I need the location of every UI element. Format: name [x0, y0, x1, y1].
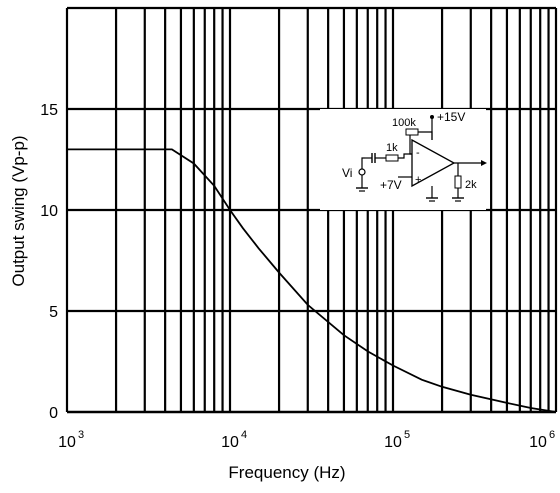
x-tick-label: 10 3 — [58, 429, 84, 451]
x-tick-exponent: 4 — [241, 429, 247, 441]
x-tick-exponent: 6 — [549, 429, 555, 441]
supply-label: +15V — [437, 110, 465, 124]
bias-label: +7V — [380, 178, 402, 192]
x-tick-base: 10 — [58, 434, 76, 451]
output-arrow — [481, 160, 487, 166]
y-tick-labels: 0 5 10 15 — [40, 102, 58, 422]
x-tick-base: 10 — [384, 434, 402, 451]
feedback-resistor-label: 100k — [392, 117, 416, 129]
x-tick-exponent: 5 — [404, 429, 410, 441]
x-tick-base: 10 — [221, 434, 239, 451]
x-tick-base: 10 — [529, 434, 547, 451]
series-layer — [67, 148, 557, 413]
input-source — [358, 168, 366, 176]
load-resistor — [454, 175, 462, 189]
x-tick-labels: 10 3 10 4 10 5 10 6 — [58, 429, 555, 451]
input-resistor — [385, 154, 399, 162]
y-tick-label: 15 — [40, 102, 58, 119]
x-tick-label: 10 6 — [529, 429, 555, 451]
input-wire — [361, 157, 365, 169]
y-tick-label: 5 — [49, 304, 58, 321]
opamp-inverting-label: - — [416, 147, 420, 159]
input-wire — [398, 153, 412, 159]
y-tick-label: 10 — [40, 203, 58, 220]
x-tick-label: 10 4 — [221, 429, 247, 451]
x-tick-exponent: 3 — [78, 429, 84, 441]
input-resistor-label: 1k — [386, 142, 398, 154]
opamp-symbol — [411, 138, 456, 188]
x-tick-label: 10 5 — [384, 429, 410, 451]
series-line — [67, 148, 557, 413]
y-axis-label: Output swing (Vp-p) — [9, 135, 28, 286]
supply-node — [430, 115, 434, 119]
feedback-resistor — [405, 128, 419, 136]
opamp-noninverting-label: + — [415, 174, 421, 186]
circuit-inset: - +100k +15V 1k Vi +7V 2k — [320, 109, 487, 210]
x-axis-label: Frequency (Hz) — [228, 463, 345, 482]
input-label: Vi — [342, 166, 352, 180]
load-label: 2k — [465, 179, 477, 191]
y-tick-label: 0 — [49, 405, 58, 422]
